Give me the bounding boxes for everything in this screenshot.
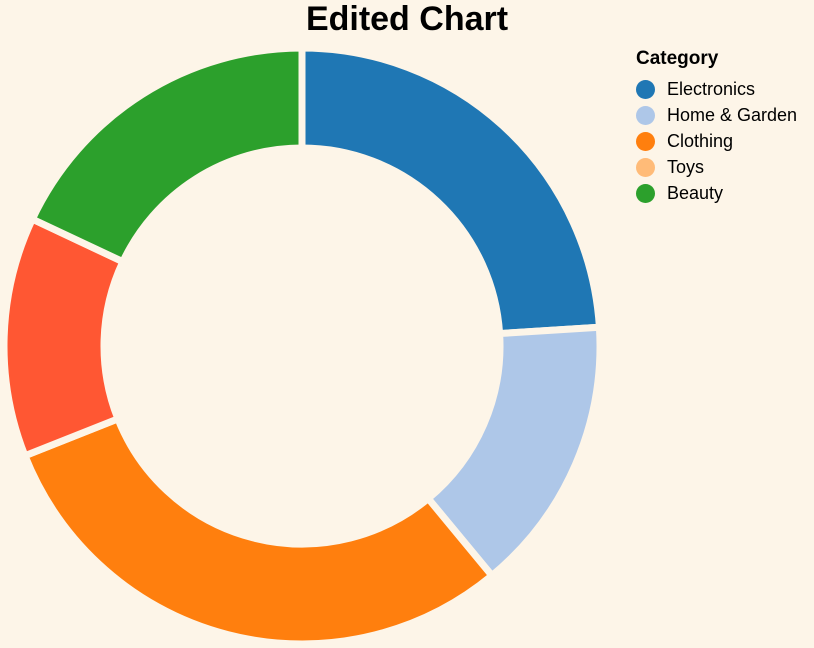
legend-item-electronics: Electronics — [636, 76, 797, 102]
slice-electronics-0 — [298, 44, 603, 338]
legend-items: Electronics Home & Garden Clothing Toys Beau… — [636, 76, 797, 206]
slice-clothing-2 — [21, 415, 496, 648]
legend-swatch-toys — [636, 157, 655, 177]
legend-item-beauty: Beauty — [636, 180, 797, 206]
legend-item-home-garden: Home & Garden — [636, 102, 797, 128]
legend: Category Electronics Home & Garden Clothin… — [636, 48, 797, 206]
legend-label-beauty: Beauty — [667, 182, 724, 203]
legend-label-clothing: Clothing — [667, 130, 734, 151]
legend-swatch-beauty — [636, 183, 655, 203]
legend-label-electronics: Electronics — [667, 78, 756, 99]
legend-item-toys: Toys — [636, 154, 797, 180]
legend-item-clothing: Clothing — [636, 128, 797, 154]
chart-title: Edited Chart — [305, 0, 509, 38]
slice-unlabeled-5 — [28, 44, 306, 266]
legend-swatch-clothing — [636, 131, 655, 151]
legend-swatch-electronics — [636, 79, 655, 99]
legend-swatch-home-garden — [636, 105, 655, 125]
legend-title: Category — [636, 48, 719, 69]
legend-label-toys: Toys — [667, 156, 705, 177]
legend-label-home-garden: Home & Garden — [667, 104, 798, 125]
